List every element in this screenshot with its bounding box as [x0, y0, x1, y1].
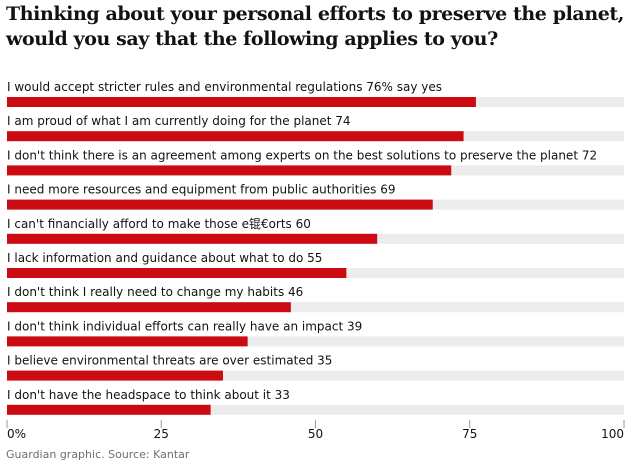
tick-label: 0% [7, 427, 26, 441]
data-label: 55 [303, 251, 322, 265]
tick-label: 75 [462, 427, 477, 441]
bar [7, 233, 378, 244]
bar-row: I don't think individual efforts can rea… [7, 319, 624, 347]
data-label: 60 [292, 217, 311, 231]
bar [7, 336, 248, 347]
bar-row: I lack information and guidance about wh… [7, 251, 624, 278]
bar [7, 404, 211, 415]
bar-label: I believe environmental threats are over… [7, 354, 332, 368]
bar-label: I don't think I really need to change my… [7, 285, 303, 299]
data-label: 72 [578, 148, 597, 162]
bar-row: I need more resources and equipment from… [7, 183, 624, 210]
bar-label: I don't have the headspace to think abou… [7, 388, 290, 402]
bar-row: I am proud of what I am currently doing … [7, 114, 624, 142]
bar [7, 131, 464, 142]
bars-layer: I would accept stricter rules and enviro… [7, 80, 624, 415]
data-label: 69 [376, 183, 395, 197]
bar-track [7, 404, 624, 415]
data-label: 74 [331, 114, 350, 128]
tick-label: 25 [154, 427, 169, 441]
tick-label: 100 [601, 427, 624, 441]
bar-row: I believe environmental threats are over… [7, 354, 624, 381]
bar [7, 97, 476, 107]
bar-row: I don't have the headspace to think abou… [7, 388, 624, 415]
data-label: 35 [313, 354, 332, 368]
data-label: 33 [271, 388, 290, 402]
bar-track [7, 302, 624, 313]
bar [7, 370, 223, 381]
data-label: 46 [284, 285, 303, 299]
source-note: Guardian graphic. Source: Kantar [6, 448, 190, 461]
tick-label: 50 [308, 427, 323, 441]
bar [7, 165, 452, 176]
bar-label: I don't think there is an agreement amon… [7, 148, 597, 162]
bar-label: I lack information and guidance about wh… [7, 251, 322, 265]
bar [7, 199, 433, 210]
data-label: 76% say yes [362, 80, 442, 94]
bar [7, 268, 347, 278]
x-axis: 0% 25 50 75 100 [6, 420, 625, 441]
bar-label: I am proud of what I am currently doing … [7, 114, 351, 128]
bar-row: I would accept stricter rules and enviro… [7, 80, 624, 107]
bar-track [7, 370, 624, 381]
bar-row: I don't think there is an agreement amon… [7, 148, 624, 176]
bar-track [7, 336, 624, 347]
bar-row: I can't financially afford to make those… [7, 216, 624, 244]
bar-row: I don't think I really need to change my… [7, 285, 624, 313]
chart-title: Thinking about your personal efforts to … [6, 3, 625, 50]
bar-label: I need more resources and equipment from… [7, 183, 395, 197]
bar-label: I can't financially afford to make those… [7, 216, 311, 231]
bar-label: I don't think individual efforts can rea… [7, 319, 362, 333]
bar [7, 302, 291, 313]
data-label: 39 [343, 319, 362, 333]
bar-label: I would accept stricter rules and enviro… [7, 80, 442, 94]
